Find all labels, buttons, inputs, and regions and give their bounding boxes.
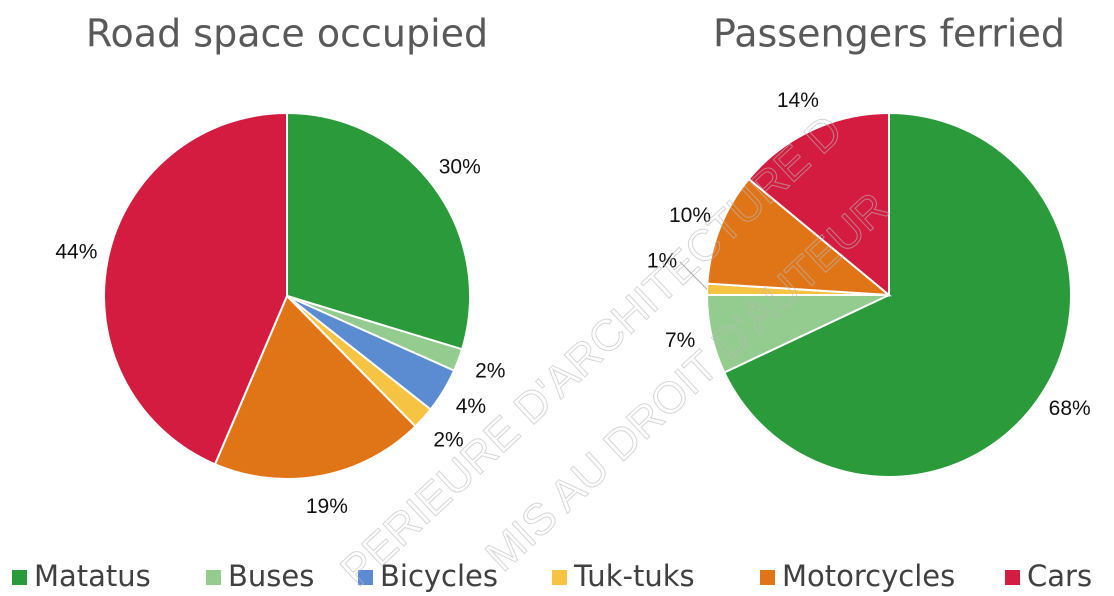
data-label: 7% [665, 329, 695, 352]
legend-label: Motorcycles [782, 559, 955, 593]
data-label: 2% [433, 428, 463, 451]
pie-slice [286, 111, 471, 351]
legend-label: Tuk-tuks [573, 559, 695, 593]
chart-title: Road space occupied [86, 12, 488, 56]
legend-label: Buses [228, 559, 314, 593]
pie-slice [706, 177, 893, 297]
legend-label: Cars [1027, 559, 1092, 593]
data-label: 14% [777, 89, 819, 112]
data-label: 30% [439, 156, 481, 179]
legend-swatch [760, 570, 775, 585]
legend-label: Bicycles [380, 559, 498, 593]
data-label: 1% [647, 250, 677, 273]
data-label: 68% [1049, 397, 1091, 420]
data-label: 2% [475, 360, 505, 383]
legend-swatch [12, 570, 27, 585]
pie-slice [747, 111, 890, 298]
pie-slice [722, 111, 1072, 478]
pie-slice [103, 111, 288, 466]
data-label: 44% [55, 240, 97, 263]
legend-label: Matatus [34, 559, 151, 593]
data-label: 19% [306, 495, 348, 518]
chart-title: Passengers ferried [713, 12, 1065, 56]
legend-swatch [1005, 570, 1020, 585]
legend-swatch [206, 570, 221, 585]
leader-line [679, 261, 708, 290]
pie-slice [213, 294, 417, 480]
legend-swatch [552, 570, 567, 585]
legend-swatch [358, 570, 373, 585]
data-label: 4% [456, 395, 486, 418]
data-label: 10% [669, 204, 711, 227]
